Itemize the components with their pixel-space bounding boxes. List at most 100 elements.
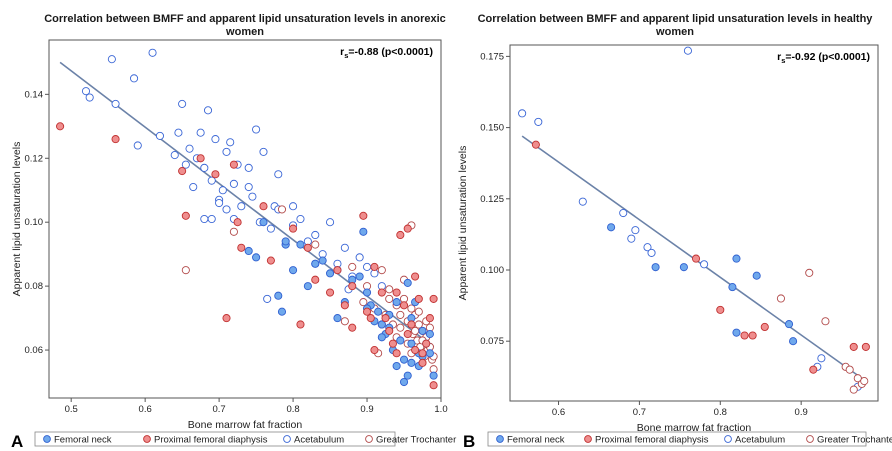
panel-a-point-acetabulum bbox=[362, 262, 372, 271]
panel-b-legend-marker-proximal-femoral-diaphysis bbox=[584, 435, 592, 443]
panel-b-legend-box bbox=[487, 431, 867, 447]
panel-a-point-femoral-neck bbox=[403, 278, 412, 287]
panel-a-point-femoral-neck bbox=[429, 371, 438, 380]
panel-b-point-acetabulum bbox=[683, 46, 692, 55]
panel-a-point-proximal-femoral-diaphysis bbox=[377, 288, 386, 297]
panel-a-point-acetabulum bbox=[81, 87, 91, 96]
panel-a-point-acetabulum bbox=[226, 138, 235, 147]
panel-a-point-proximal-femoral-diaphysis bbox=[399, 301, 409, 310]
panel-a-point-acetabulum bbox=[211, 135, 220, 144]
panel-a-point-proximal-femoral-diaphysis bbox=[326, 288, 335, 297]
panel-a-point-femoral-neck bbox=[289, 266, 298, 275]
panel-a-point-acetabulum bbox=[189, 182, 198, 192]
panel-a-point-acetabulum bbox=[130, 74, 139, 83]
panel-b-letter: B bbox=[463, 432, 475, 451]
panel-a-point-femoral-neck bbox=[326, 269, 335, 278]
panel-a-point-acetabulum bbox=[155, 131, 164, 140]
panel-b-point-femoral-neck bbox=[732, 328, 741, 337]
panel-a-point-proximal-femoral-diaphysis bbox=[429, 381, 438, 390]
panel-b-point-proximal-femoral-diaphysis bbox=[740, 331, 749, 340]
panel-a-legend-label-proximal-femoral-diaphysis: Proximal femoral diaphysis bbox=[154, 435, 268, 446]
panel-a-point-acetabulum bbox=[207, 176, 216, 185]
panel-b-legend-label-acetabulum: Acetabulum bbox=[735, 435, 785, 446]
panel-a-point-proximal-femoral-diaphysis bbox=[303, 243, 312, 252]
panel-a-x-tick-label: 0.7 bbox=[213, 404, 226, 415]
panel-a-legend-marker-femoral-neck bbox=[43, 435, 51, 443]
panel-a-point-greater-trochanter bbox=[414, 307, 423, 316]
panel-a-point-proximal-femoral-diaphysis bbox=[411, 346, 420, 355]
panel-a-point-acetabulum bbox=[340, 243, 349, 252]
panel-b-point-acetabulum bbox=[817, 354, 826, 363]
panel-b-point-acetabulum bbox=[518, 109, 527, 118]
panel-b-y-tick-label: 0.125 bbox=[480, 194, 504, 205]
panel-a-plot-frame bbox=[48, 39, 442, 399]
panel-a-x-tick-label: 0.5 bbox=[65, 404, 78, 415]
panel-b-point-proximal-femoral-diaphysis bbox=[748, 331, 757, 340]
panel-b-point-proximal-femoral-diaphysis bbox=[849, 342, 858, 351]
panel-b-point-greater-trochanter bbox=[805, 268, 814, 277]
panel-a-point-acetabulum bbox=[248, 192, 257, 201]
panel-a-point-acetabulum bbox=[181, 160, 190, 169]
panel-b-point-femoral-neck bbox=[651, 263, 660, 272]
panel-a-point-femoral-neck bbox=[359, 227, 368, 236]
panel-a-point-acetabulum bbox=[244, 163, 253, 172]
panel-a-point-proximal-femoral-diaphysis bbox=[340, 301, 349, 310]
panel-a-point-acetabulum bbox=[289, 202, 298, 211]
panel-a-point-femoral-neck bbox=[407, 339, 416, 348]
panel-a-point-proximal-femoral-diaphysis bbox=[370, 346, 379, 355]
panel-b-point-greater-trochanter bbox=[776, 294, 785, 303]
panel-b-plot-frame bbox=[509, 44, 879, 402]
panel-a-point-acetabulum bbox=[207, 214, 216, 224]
panel-a-point-femoral-neck bbox=[274, 291, 283, 300]
panel-a-point-femoral-neck bbox=[296, 240, 305, 249]
panel-a-point-proximal-femoral-diaphysis bbox=[429, 294, 438, 303]
panel-a-point-acetabulum bbox=[107, 55, 116, 64]
panel-a-point-proximal-femoral-diaphysis bbox=[237, 243, 246, 252]
panel-a-point-proximal-femoral-diaphysis bbox=[289, 224, 298, 233]
panel-b-legend-label-femoral-neck: Femoral neck bbox=[507, 435, 565, 446]
panel-b-point-acetabulum bbox=[700, 260, 709, 269]
panel-a-points bbox=[56, 48, 438, 390]
panel-b-legend-label-proximal-femoral-diaphysis: Proximal femoral diaphysis bbox=[595, 435, 709, 446]
panel-a-point-femoral-neck bbox=[399, 355, 409, 364]
panel-a-point-femoral-neck bbox=[362, 288, 372, 297]
panel-a-point-acetabulum bbox=[218, 186, 227, 195]
panel-b-legend-marker-greater-trochanter bbox=[806, 435, 814, 443]
panel-b-y-axis-label: Apparent lipid unsaturation levels bbox=[457, 146, 469, 301]
panel-b-point-proximal-femoral-diaphysis bbox=[716, 305, 725, 314]
panel-a-point-acetabulum bbox=[174, 128, 183, 137]
panel-a-point-femoral-neck bbox=[377, 333, 386, 342]
panel-a-legend-label-greater-trochanter: Greater Trochanter bbox=[376, 435, 456, 446]
panel-b-rs-sub: s bbox=[781, 56, 785, 65]
panel-a-rs-r: r bbox=[340, 46, 344, 58]
panel-b-point-acetabulum bbox=[578, 197, 587, 206]
panel-a-point-acetabulum bbox=[85, 93, 94, 102]
panel-b-y-tick-label: 0.175 bbox=[480, 51, 504, 62]
panel-a-point-femoral-neck bbox=[407, 358, 416, 367]
panel-a-point-greater-trochanter bbox=[396, 323, 405, 332]
panel-a-legend-label-femoral-neck: Femoral neck bbox=[54, 435, 112, 446]
panel-a-point-proximal-femoral-diaphysis bbox=[370, 262, 379, 271]
panel-b-y-tick-label: 0.075 bbox=[480, 336, 504, 347]
panel-a: Correlation between BMFF and apparent li… bbox=[11, 13, 456, 451]
panel-a-y-tick-label: 0.08 bbox=[25, 281, 44, 292]
panel-a-legend-marker-proximal-femoral-diaphysis bbox=[143, 435, 151, 443]
panel-a-point-femoral-neck bbox=[355, 272, 364, 281]
panel-a-point-proximal-femoral-diaphysis bbox=[348, 282, 357, 291]
panel-b-title-line-1: Correlation between BMFF and apparent li… bbox=[478, 13, 874, 25]
panel-b-point-proximal-femoral-diaphysis bbox=[691, 254, 701, 263]
panel-a-point-femoral-neck bbox=[425, 330, 434, 339]
panel-a-point-greater-trochanter bbox=[359, 298, 368, 307]
panel-a-point-proximal-femoral-diaphysis bbox=[222, 314, 231, 323]
panel-a-point-greater-trochanter bbox=[396, 310, 405, 319]
panel-a-rs-value: =-0.88 (p<0.0001) bbox=[348, 46, 433, 58]
panel-b-correlation-annotation: rs=-0.92 (p<0.0001) bbox=[777, 51, 870, 65]
panel-a-point-acetabulum bbox=[185, 144, 194, 153]
panel-a-point-greater-trochanter bbox=[229, 227, 238, 236]
panel-a-point-proximal-femoral-diaphysis bbox=[111, 135, 120, 144]
panel-a-point-proximal-femoral-diaphysis bbox=[392, 349, 401, 358]
panel-a-point-femoral-neck bbox=[374, 307, 383, 316]
panel-b-x-axis-label: Bone marrow fat fraction bbox=[637, 422, 752, 434]
panel-b-point-greater-trochanter bbox=[821, 317, 830, 326]
